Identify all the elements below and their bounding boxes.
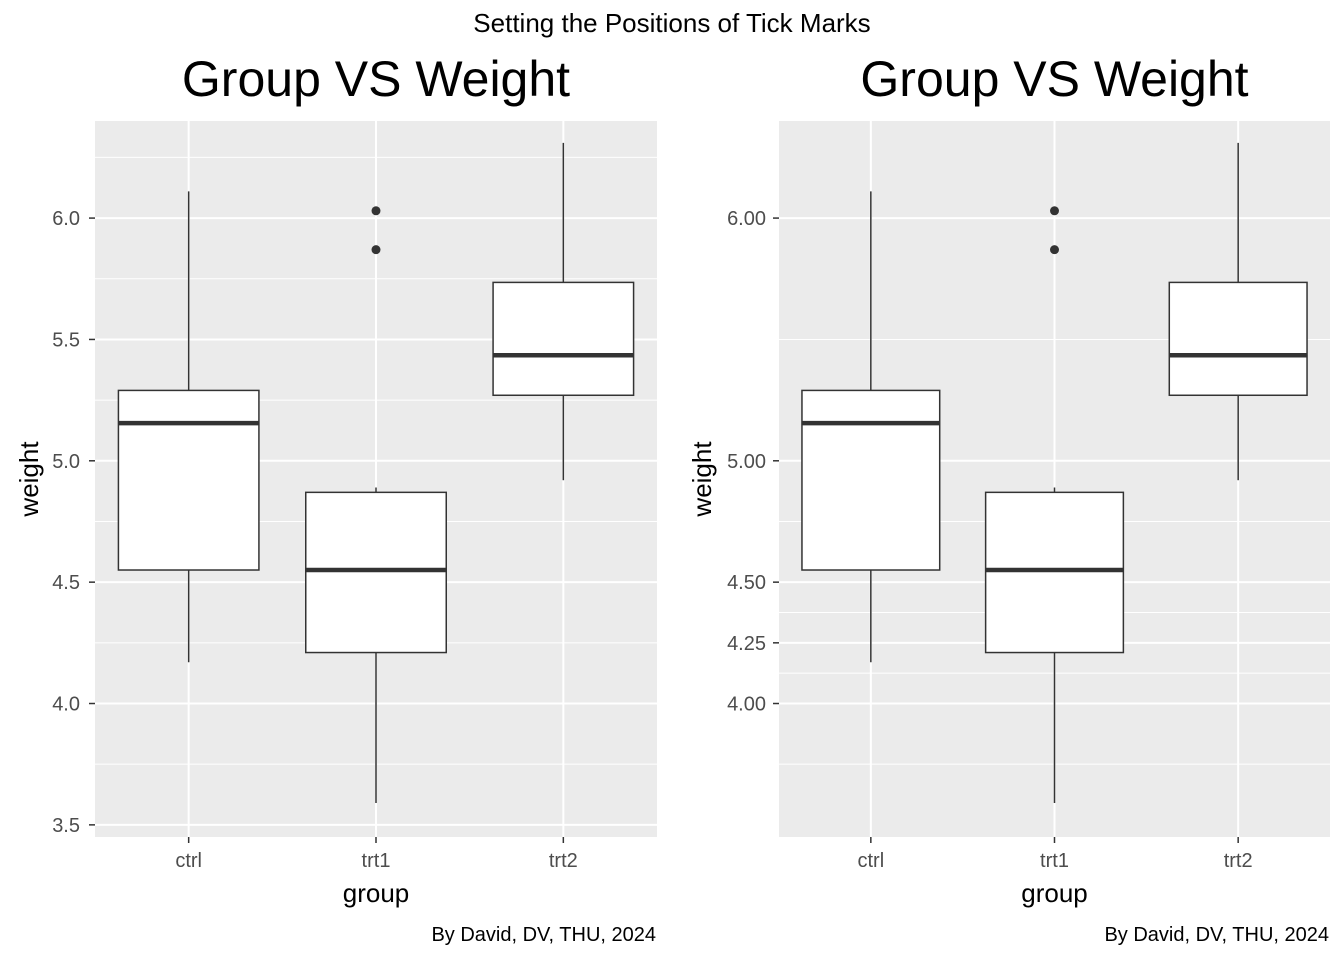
x-axis-title: group <box>343 878 410 908</box>
chart-panel-1: Group VS Weight 3.5 4.0 4.5 5.0 5.5 6.0 ctrl trt… <box>14 51 657 946</box>
figure-suptitle: Setting the Positions of Tick Marks <box>473 8 870 38</box>
boxplot-ctrl <box>801 191 941 663</box>
x-tick-label: trt1 <box>1040 850 1069 872</box>
y-tick-label: 6.00 <box>727 208 766 230</box>
outlier-point <box>1050 245 1059 255</box>
x-tick-label: trt2 <box>549 850 578 872</box>
y-tick-label: 5.00 <box>727 451 766 473</box>
boxplot-ctrl <box>117 191 260 663</box>
x-tick-label: trt2 <box>1224 850 1253 872</box>
chart-panel-2: Group VS Weight 4.00 4.25 4.50 5.00 6.00 ctrl t… <box>687 51 1330 946</box>
y-tick-label: 3.5 <box>52 815 80 837</box>
y-tick-label: 4.5 <box>52 572 80 594</box>
boxplot-trt1 <box>305 206 447 804</box>
y-tick-label: 6.0 <box>52 208 80 230</box>
box-iqr <box>801 389 941 571</box>
outlier-point <box>1050 206 1059 216</box>
x-tick-label: ctrl <box>175 850 202 872</box>
box-iqr <box>492 281 635 397</box>
x-tick-label: ctrl <box>857 850 884 872</box>
y-tick-label: 4.50 <box>727 572 766 594</box>
y-axis-title: weight <box>14 441 44 518</box>
boxplot-trt2 <box>1168 142 1308 481</box>
x-tick-label: trt1 <box>362 850 391 872</box>
boxplot-trt1 <box>984 206 1125 804</box>
caption: By David, DV, THU, 2024 <box>431 924 656 946</box>
y-tick-label: 4.0 <box>52 694 80 716</box>
box-iqr <box>984 491 1125 654</box>
y-tick-label: 4.00 <box>727 694 766 716</box>
box-iqr <box>1168 281 1308 397</box>
caption: By David, DV, THU, 2024 <box>1104 924 1329 946</box>
outlier-point <box>371 206 381 216</box>
y-axis-title: weight <box>687 441 717 518</box>
outlier-point <box>371 245 381 255</box>
box-iqr <box>305 491 447 654</box>
boxplot-trt2 <box>492 142 635 481</box>
y-tick-label: 5.0 <box>52 451 80 473</box>
box-iqr <box>117 389 260 571</box>
y-tick-label: 4.25 <box>727 633 766 655</box>
x-axis-title: group <box>1021 878 1088 908</box>
chart-title: Group VS Weight <box>860 51 1248 107</box>
chart-title: Group VS Weight <box>182 51 570 107</box>
y-tick-label: 5.5 <box>52 329 80 351</box>
